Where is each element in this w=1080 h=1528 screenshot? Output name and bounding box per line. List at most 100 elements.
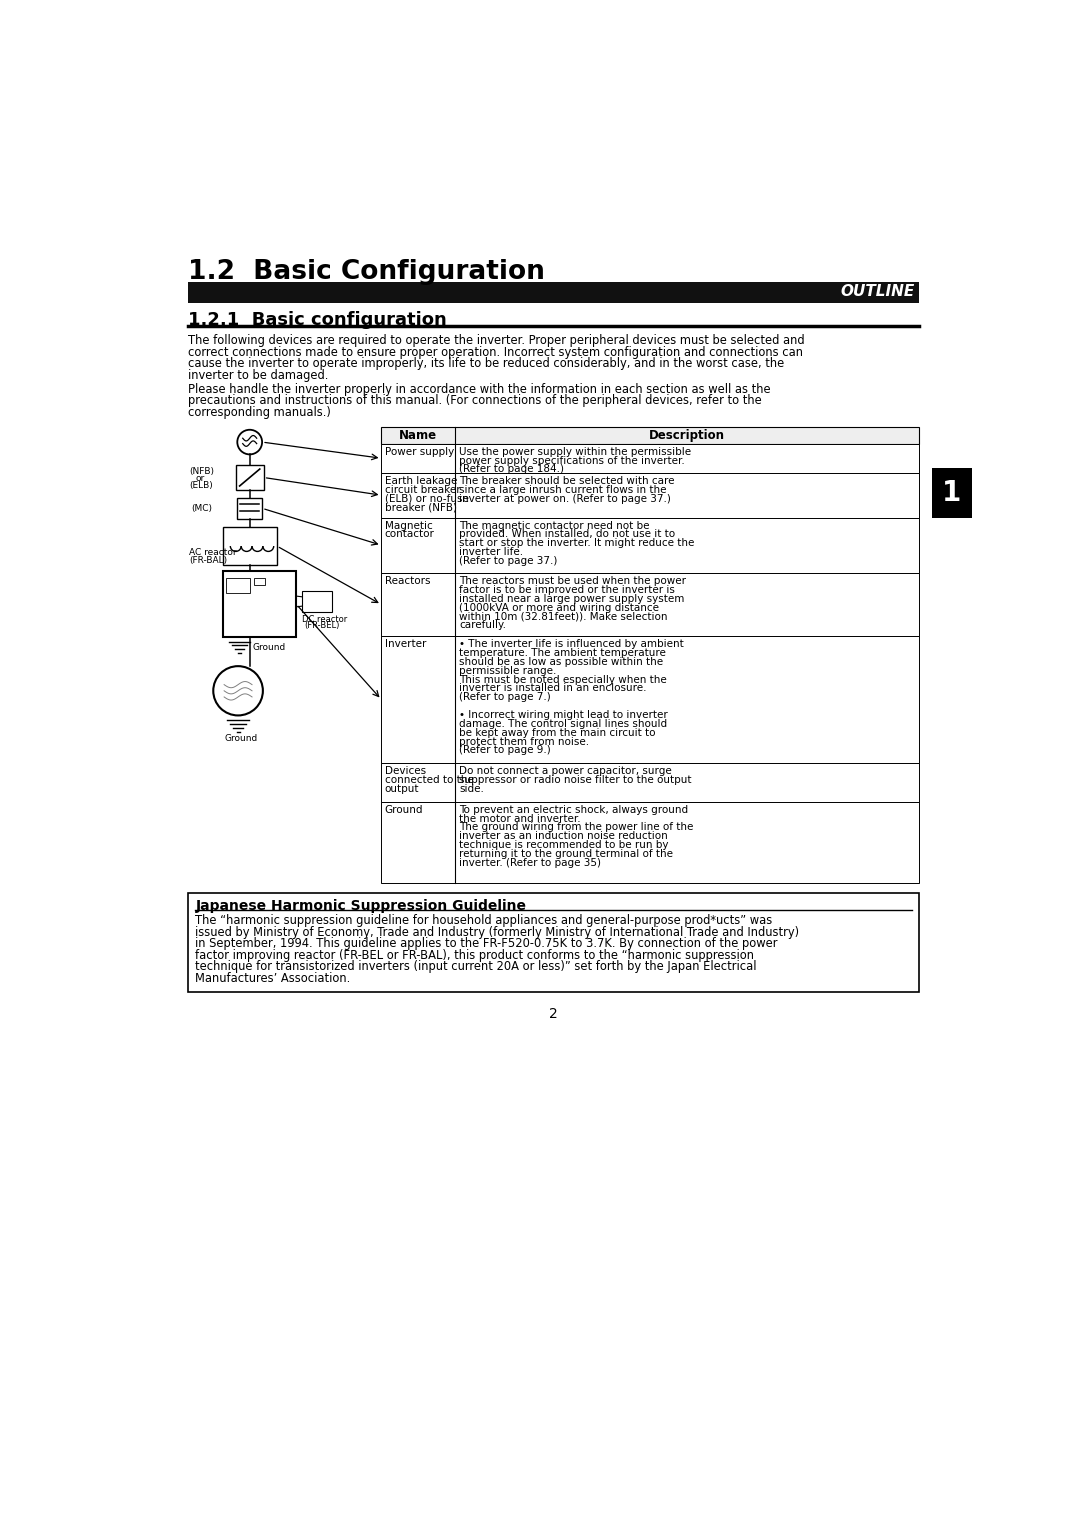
Bar xyxy=(381,573,919,636)
Text: Ground: Ground xyxy=(252,643,285,652)
Bar xyxy=(222,527,276,565)
Bar xyxy=(254,578,266,585)
Bar xyxy=(381,426,919,443)
Text: be kept away from the main circuit to: be kept away from the main circuit to xyxy=(459,727,656,738)
Text: To prevent an electric shock, always ground: To prevent an electric shock, always gro… xyxy=(459,805,688,814)
Text: inverter is installed in an enclosure.: inverter is installed in an enclosure. xyxy=(459,683,647,694)
Text: Please handle the inverter properly in accordance with the information in each s: Please handle the inverter properly in a… xyxy=(188,384,770,396)
Text: inverter as an induction noise reduction: inverter as an induction noise reduction xyxy=(459,831,667,842)
Text: Use the power supply within the permissible: Use the power supply within the permissi… xyxy=(459,446,691,457)
Text: Name: Name xyxy=(400,429,437,442)
Text: Description: Description xyxy=(649,429,725,442)
Bar xyxy=(381,802,919,883)
Text: protect them from noise.: protect them from noise. xyxy=(459,736,589,747)
Text: The ground wiring from the power line of the: The ground wiring from the power line of… xyxy=(459,822,693,833)
Text: factor is to be improved or the inverter is: factor is to be improved or the inverter… xyxy=(459,585,675,594)
Bar xyxy=(381,443,919,472)
Text: cause the inverter to operate improperly, its life to be reduced considerably, a: cause the inverter to operate improperly… xyxy=(188,358,784,370)
Text: since a large inrush current flows in the: since a large inrush current flows in th… xyxy=(459,484,666,495)
Text: circuit breaker: circuit breaker xyxy=(384,484,460,495)
Text: OUTLINE: OUTLINE xyxy=(840,284,915,299)
Text: inverter life.: inverter life. xyxy=(459,547,523,558)
Text: (Refer to page 184.): (Refer to page 184.) xyxy=(459,465,564,474)
Text: (MC): (MC) xyxy=(191,504,212,513)
Text: corresponding manuals.): corresponding manuals.) xyxy=(188,406,330,419)
Text: precautions and instructions of this manual. (For connections of the peripheral : precautions and instructions of this man… xyxy=(188,394,761,408)
Bar xyxy=(222,571,296,637)
Text: Ground: Ground xyxy=(225,733,257,743)
Text: damage. The control signal lines should: damage. The control signal lines should xyxy=(459,718,667,729)
Text: (Refer to page 9.): (Refer to page 9.) xyxy=(459,746,551,755)
Text: suppressor or radio noise filter to the output: suppressor or radio noise filter to the … xyxy=(459,775,691,785)
Bar xyxy=(932,468,972,518)
Text: • Incorrect wiring might lead to inverter: • Incorrect wiring might lead to inverte… xyxy=(459,711,667,720)
Text: power supply specifications of the inverter.: power supply specifications of the inver… xyxy=(459,455,685,466)
Text: returning it to the ground terminal of the: returning it to the ground terminal of t… xyxy=(459,850,673,859)
Text: issued by Ministry of Economy, Trade and Industry (formerly Ministry of Internat: issued by Ministry of Economy, Trade and… xyxy=(195,926,799,938)
Text: inverter. (Refer to page 35): inverter. (Refer to page 35) xyxy=(459,857,600,868)
Text: inverter to be damaged.: inverter to be damaged. xyxy=(188,368,328,382)
Text: Power supply: Power supply xyxy=(384,446,454,457)
Text: 1.2  Basic Configuration: 1.2 Basic Configuration xyxy=(188,258,544,284)
Text: within 10m (32.81feet)). Make selection: within 10m (32.81feet)). Make selection xyxy=(459,611,667,622)
Text: Japanese Harmonic Suppression Guideline: Japanese Harmonic Suppression Guideline xyxy=(195,898,526,912)
Text: Reactors: Reactors xyxy=(384,576,430,587)
Text: (FR-BEL): (FR-BEL) xyxy=(303,622,339,631)
Text: factor improving reactor (FR-BEL or FR-BAL), this product conforms to the “harmo: factor improving reactor (FR-BEL or FR-B… xyxy=(195,949,755,961)
Text: installed near a large power supply system: installed near a large power supply syst… xyxy=(459,594,685,604)
Text: Do not connect a power capacitor, surge: Do not connect a power capacitor, surge xyxy=(459,766,672,776)
Text: (ELB): (ELB) xyxy=(189,481,213,489)
Text: Devices: Devices xyxy=(384,766,426,776)
Text: temperature. The ambient temperature: temperature. The ambient temperature xyxy=(459,648,666,659)
Text: in September, 1994. This guideline applies to the FR-F520-0.75K to 3.7K. By conn: in September, 1994. This guideline appli… xyxy=(195,937,778,950)
Text: (Refer to page 37.): (Refer to page 37.) xyxy=(459,556,557,565)
Text: output: output xyxy=(384,784,419,795)
Text: The “harmonic suppression guideline for household appliances and general-purpose: The “harmonic suppression guideline for … xyxy=(195,914,772,927)
Text: or: or xyxy=(195,474,205,483)
Text: connected to the: connected to the xyxy=(384,775,473,785)
Text: The magnetic contactor need not be: The magnetic contactor need not be xyxy=(459,521,649,530)
Text: 1.2.1  Basic configuration: 1.2.1 Basic configuration xyxy=(188,312,446,329)
Text: carefully.: carefully. xyxy=(459,620,505,631)
Text: permissible range.: permissible range. xyxy=(459,666,556,675)
Text: inverter at power on. (Refer to page 37.): inverter at power on. (Refer to page 37.… xyxy=(459,494,671,504)
Text: technique is recommended to be run by: technique is recommended to be run by xyxy=(459,840,669,850)
Text: (1000kVA or more and wiring distance: (1000kVA or more and wiring distance xyxy=(459,602,659,613)
Bar xyxy=(302,591,332,613)
Text: breaker (NFB): breaker (NFB) xyxy=(384,503,457,512)
Text: (Refer to page 7.): (Refer to page 7.) xyxy=(459,692,551,703)
Text: provided. When installed, do not use it to: provided. When installed, do not use it … xyxy=(459,530,675,539)
Text: correct connections made to ensure proper operation. Incorrect system configurat: correct connections made to ensure prope… xyxy=(188,345,802,359)
Text: should be as low as possible within the: should be as low as possible within the xyxy=(459,657,663,666)
Text: Inverter: Inverter xyxy=(384,639,426,649)
Text: 2: 2 xyxy=(549,1007,558,1021)
Bar xyxy=(227,578,249,593)
Text: (NFB): (NFB) xyxy=(189,466,214,475)
Bar xyxy=(235,465,264,490)
Text: The reactors must be used when the power: The reactors must be used when the power xyxy=(459,576,686,587)
Bar xyxy=(188,283,919,303)
Text: Ground: Ground xyxy=(384,805,423,814)
Bar xyxy=(238,498,262,520)
Text: Manufactures’ Association.: Manufactures’ Association. xyxy=(195,972,351,986)
Bar xyxy=(381,636,919,762)
Text: DC reactor: DC reactor xyxy=(302,614,348,623)
Text: (ELB) or no-fuse: (ELB) or no-fuse xyxy=(384,494,469,504)
Text: side.: side. xyxy=(459,784,484,795)
Bar xyxy=(381,472,919,518)
Text: Earth leakage: Earth leakage xyxy=(384,475,457,486)
Text: Magnetic: Magnetic xyxy=(384,521,432,530)
Text: This must be noted especially when the: This must be noted especially when the xyxy=(459,675,666,685)
Bar xyxy=(188,894,919,992)
Text: contactor: contactor xyxy=(384,530,434,539)
Text: (FR-BAL): (FR-BAL) xyxy=(189,556,228,565)
Text: technique for transistorized inverters (input current 20A or less)” set forth by: technique for transistorized inverters (… xyxy=(195,960,757,973)
Text: The following devices are required to operate the inverter. Proper peripheral de: The following devices are required to op… xyxy=(188,335,805,347)
Text: The breaker should be selected with care: The breaker should be selected with care xyxy=(459,475,674,486)
Text: 1: 1 xyxy=(942,480,961,507)
Text: the motor and inverter.: the motor and inverter. xyxy=(459,813,581,824)
Text: AC reactor: AC reactor xyxy=(189,549,237,558)
Bar xyxy=(381,762,919,802)
Bar xyxy=(381,518,919,573)
Text: start or stop the inverter. It might reduce the: start or stop the inverter. It might red… xyxy=(459,538,694,549)
